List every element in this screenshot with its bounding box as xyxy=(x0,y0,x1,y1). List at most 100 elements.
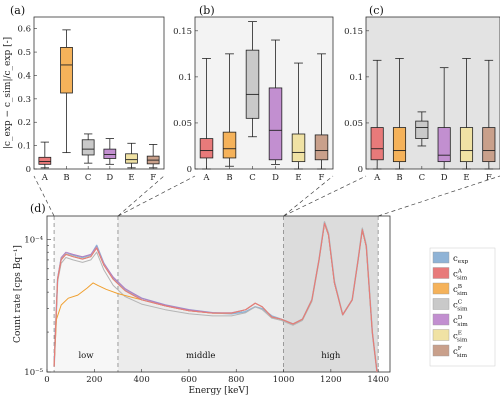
legend-entry: cD sim xyxy=(453,315,468,328)
plot-area xyxy=(365,16,500,170)
legend-sup: D xyxy=(458,315,463,321)
x-tick-label: 1200 xyxy=(320,375,342,385)
box-C xyxy=(245,49,260,119)
box-C xyxy=(81,139,95,156)
plot-frame xyxy=(46,215,391,373)
legend-entry: cE sim xyxy=(453,331,468,344)
zoom-connector xyxy=(283,175,367,217)
legend-sub: sim xyxy=(457,291,468,297)
y-tick-label: 0.4 xyxy=(17,71,31,81)
legend-sub: sim xyxy=(457,353,468,359)
legend-sup: F xyxy=(458,346,462,352)
x-tick-label: E xyxy=(463,173,469,183)
x-tick-label: D xyxy=(441,173,448,183)
legend-sub: sim xyxy=(457,276,468,282)
legend-entry: cC sim xyxy=(453,300,468,313)
x-tick-label: D xyxy=(106,173,113,183)
box-A xyxy=(370,127,384,161)
x-tick-label: A xyxy=(41,173,49,183)
box-E xyxy=(291,133,306,163)
x-tick-label: C xyxy=(85,173,92,183)
box-F xyxy=(314,134,329,161)
x-tick-label: 600 xyxy=(181,375,197,385)
region-low xyxy=(54,216,118,372)
box-E xyxy=(459,127,474,163)
zoom-connector xyxy=(283,175,334,217)
x-tick-label: 200 xyxy=(86,375,102,385)
x-tick-label: E xyxy=(295,173,301,183)
legend-swatch xyxy=(432,298,450,310)
box-A xyxy=(199,138,214,159)
box-D xyxy=(437,127,451,163)
x-tick-label: E xyxy=(128,173,134,183)
x-tick-label: C xyxy=(419,173,426,183)
panel-label: (a) xyxy=(10,4,25,17)
x-tick-label: F xyxy=(150,173,156,183)
x-tick-label: 1000 xyxy=(273,375,295,385)
plot-area xyxy=(33,16,165,170)
region-high xyxy=(283,216,379,372)
y-tick-label: 10⁻⁵ xyxy=(24,368,43,378)
y-tick-label: 0.6 xyxy=(17,25,31,35)
zoom-connector xyxy=(117,175,196,217)
legend-sup: A xyxy=(457,269,463,275)
y-tick-label: 10⁻⁴ xyxy=(24,235,43,245)
zoom-connector xyxy=(378,175,500,217)
x-tick-label: 0 xyxy=(44,375,49,385)
legend-base: c xyxy=(453,285,458,295)
legend-swatch xyxy=(432,344,450,357)
legend-sub: exp xyxy=(458,259,469,265)
x-tick-label: B xyxy=(396,173,402,183)
y-tick-label: 0.05 xyxy=(344,119,363,129)
legend-entry: cB sim xyxy=(453,284,468,297)
x-tick-label: A xyxy=(373,173,381,183)
box-C xyxy=(415,120,429,140)
plot-area xyxy=(194,16,334,170)
x-tick-label: B xyxy=(226,173,232,183)
zoom-connector xyxy=(33,175,55,217)
legend-swatch xyxy=(432,282,450,295)
legend-swatch xyxy=(432,313,450,326)
y-axis-label: Count rate [cps Bq⁻¹] xyxy=(13,245,23,343)
zoom-connector xyxy=(117,175,165,217)
box-A xyxy=(38,156,52,165)
legend-base: c xyxy=(453,332,458,342)
region-label: middle xyxy=(186,351,215,361)
legend-sup: C xyxy=(458,300,463,306)
zoom-connectors xyxy=(33,175,500,217)
legend-sub: sim xyxy=(457,338,468,344)
legend-entry: cF sim xyxy=(453,346,468,359)
panel-label: (c) xyxy=(369,4,384,17)
y-tick-label: 0.05 xyxy=(173,119,192,129)
box-D xyxy=(103,148,117,159)
box-E xyxy=(125,153,138,164)
legend-swatch xyxy=(432,267,450,279)
legend-sup: E xyxy=(458,331,462,337)
box-F xyxy=(482,127,496,163)
panel-label: (d) xyxy=(30,202,46,215)
region-label: low xyxy=(78,351,94,361)
legend-sup: B xyxy=(458,284,462,290)
legend-sub: sim xyxy=(457,307,468,313)
y-tick-label: 0.15 xyxy=(173,27,192,37)
y-tick-label: 0.5 xyxy=(17,48,31,58)
y-tick-label: 0 xyxy=(187,165,192,175)
legend-base: c xyxy=(453,270,458,280)
series-line-1 xyxy=(53,222,378,373)
y-tick-label: 0.3 xyxy=(17,95,31,105)
x-tick-label: B xyxy=(63,173,69,183)
y-tick-label: 0.1 xyxy=(17,142,31,152)
x-tick-label: F xyxy=(319,173,325,183)
x-tick-label: F xyxy=(486,173,492,183)
box-D xyxy=(268,87,283,161)
y-tick-label: 0.1 xyxy=(349,73,363,83)
x-tick-label: 800 xyxy=(228,375,244,385)
legend-base: c xyxy=(453,301,458,311)
box-B xyxy=(392,127,407,163)
x-tick-label: D xyxy=(272,173,279,183)
y-tick-label: 0 xyxy=(26,165,31,175)
box-B xyxy=(222,131,237,159)
panel-a: (a) 0 0.1 0.2 0.3 0.4 0.5 0.6 |c_exp − c_sim|/c_… xyxy=(3,4,165,183)
